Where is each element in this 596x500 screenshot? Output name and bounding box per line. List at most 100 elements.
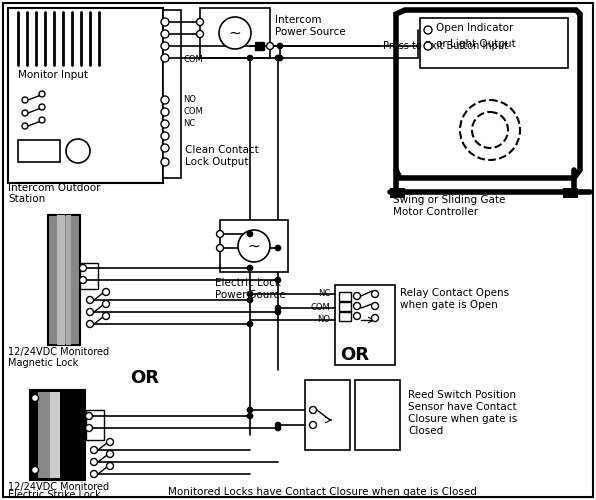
Circle shape	[85, 424, 92, 432]
Text: Reed Switch Position: Reed Switch Position	[408, 390, 516, 400]
Circle shape	[161, 120, 169, 128]
Text: Power Source: Power Source	[215, 290, 285, 300]
Circle shape	[86, 308, 94, 316]
Bar	[355, 380, 400, 450]
Bar	[339, 302, 351, 311]
Circle shape	[371, 290, 378, 298]
Circle shape	[103, 288, 110, 296]
Circle shape	[278, 44, 283, 49]
Bar	[80, 263, 98, 289]
Circle shape	[86, 296, 94, 304]
Circle shape	[353, 312, 361, 320]
Text: Magnetic Lock: Magnetic Lock	[8, 358, 78, 368]
Circle shape	[161, 144, 169, 152]
Circle shape	[460, 100, 520, 160]
Circle shape	[32, 394, 39, 402]
Circle shape	[275, 426, 281, 430]
Circle shape	[309, 422, 316, 428]
Circle shape	[161, 18, 169, 26]
Text: when gate is Open: when gate is Open	[400, 300, 498, 310]
Circle shape	[107, 438, 113, 446]
Bar	[50, 392, 60, 478]
Text: Station: Station	[8, 194, 45, 204]
Circle shape	[309, 406, 316, 414]
Circle shape	[219, 17, 251, 49]
Text: COM: COM	[311, 304, 330, 312]
Circle shape	[247, 408, 253, 412]
Circle shape	[161, 108, 169, 116]
Circle shape	[161, 96, 169, 104]
Circle shape	[278, 56, 283, 60]
Text: Press to Exit Button Input: Press to Exit Button Input	[383, 41, 508, 51]
Text: ~: ~	[247, 238, 260, 254]
Text: 12/24VDC Monitored: 12/24VDC Monitored	[8, 482, 109, 492]
Circle shape	[247, 266, 253, 270]
Bar	[18, 140, 60, 162]
Circle shape	[91, 470, 98, 478]
Text: ~: ~	[229, 26, 241, 40]
Circle shape	[275, 56, 281, 60]
Circle shape	[91, 446, 98, 454]
Text: Electric Lock: Electric Lock	[215, 278, 281, 288]
Text: Monitored Locks have Contact Closure when gate is Closed: Monitored Locks have Contact Closure whe…	[168, 487, 477, 497]
Bar	[563, 188, 578, 198]
Circle shape	[161, 54, 169, 62]
Circle shape	[353, 302, 361, 310]
Text: Lock Output: Lock Output	[185, 157, 249, 167]
Circle shape	[79, 264, 86, 272]
Circle shape	[247, 414, 253, 418]
Bar	[163, 10, 181, 178]
Circle shape	[216, 230, 224, 237]
Circle shape	[238, 230, 270, 262]
Bar	[390, 188, 405, 198]
Text: Closure when gate is: Closure when gate is	[408, 414, 517, 424]
Text: Power Source: Power Source	[275, 27, 346, 37]
Circle shape	[79, 276, 86, 283]
Bar	[57, 215, 65, 345]
Circle shape	[161, 158, 169, 166]
Circle shape	[371, 314, 378, 322]
Circle shape	[247, 322, 253, 326]
Text: Monitor Input: Monitor Input	[18, 70, 88, 80]
Bar	[66, 215, 71, 345]
Bar	[339, 312, 351, 321]
Circle shape	[107, 462, 113, 469]
Text: NC: NC	[183, 120, 195, 128]
Circle shape	[161, 132, 169, 140]
Bar	[8, 8, 163, 183]
Text: 12/24VDC Monitored: 12/24VDC Monitored	[8, 347, 109, 357]
Circle shape	[275, 310, 281, 314]
Circle shape	[161, 30, 169, 38]
Bar	[335, 285, 395, 365]
Circle shape	[247, 56, 253, 60]
Text: NO: NO	[317, 316, 330, 324]
Circle shape	[91, 458, 98, 466]
Circle shape	[85, 412, 92, 420]
Bar	[38, 392, 58, 478]
Text: OR: OR	[340, 346, 369, 364]
Circle shape	[247, 298, 253, 302]
Text: NC: NC	[318, 290, 330, 298]
Circle shape	[371, 302, 378, 310]
Circle shape	[103, 300, 110, 308]
Polygon shape	[396, 10, 580, 178]
Circle shape	[39, 117, 45, 123]
Circle shape	[22, 97, 28, 103]
Circle shape	[161, 42, 169, 50]
Text: Intercom Outdoor: Intercom Outdoor	[8, 183, 101, 193]
Text: Open Indicator: Open Indicator	[436, 23, 513, 33]
Circle shape	[247, 292, 253, 296]
Text: Motor Controller: Motor Controller	[393, 207, 478, 217]
Circle shape	[353, 292, 361, 300]
Circle shape	[86, 320, 94, 328]
Text: COM: COM	[183, 56, 203, 64]
Circle shape	[275, 306, 281, 310]
Circle shape	[266, 42, 274, 50]
Text: Intercom: Intercom	[275, 15, 321, 25]
Bar	[339, 292, 351, 301]
Circle shape	[66, 139, 90, 163]
Circle shape	[107, 450, 113, 458]
Bar	[255, 42, 264, 50]
Text: Electric Strike Lock: Electric Strike Lock	[8, 490, 101, 500]
Text: Clean Contact: Clean Contact	[185, 145, 259, 155]
